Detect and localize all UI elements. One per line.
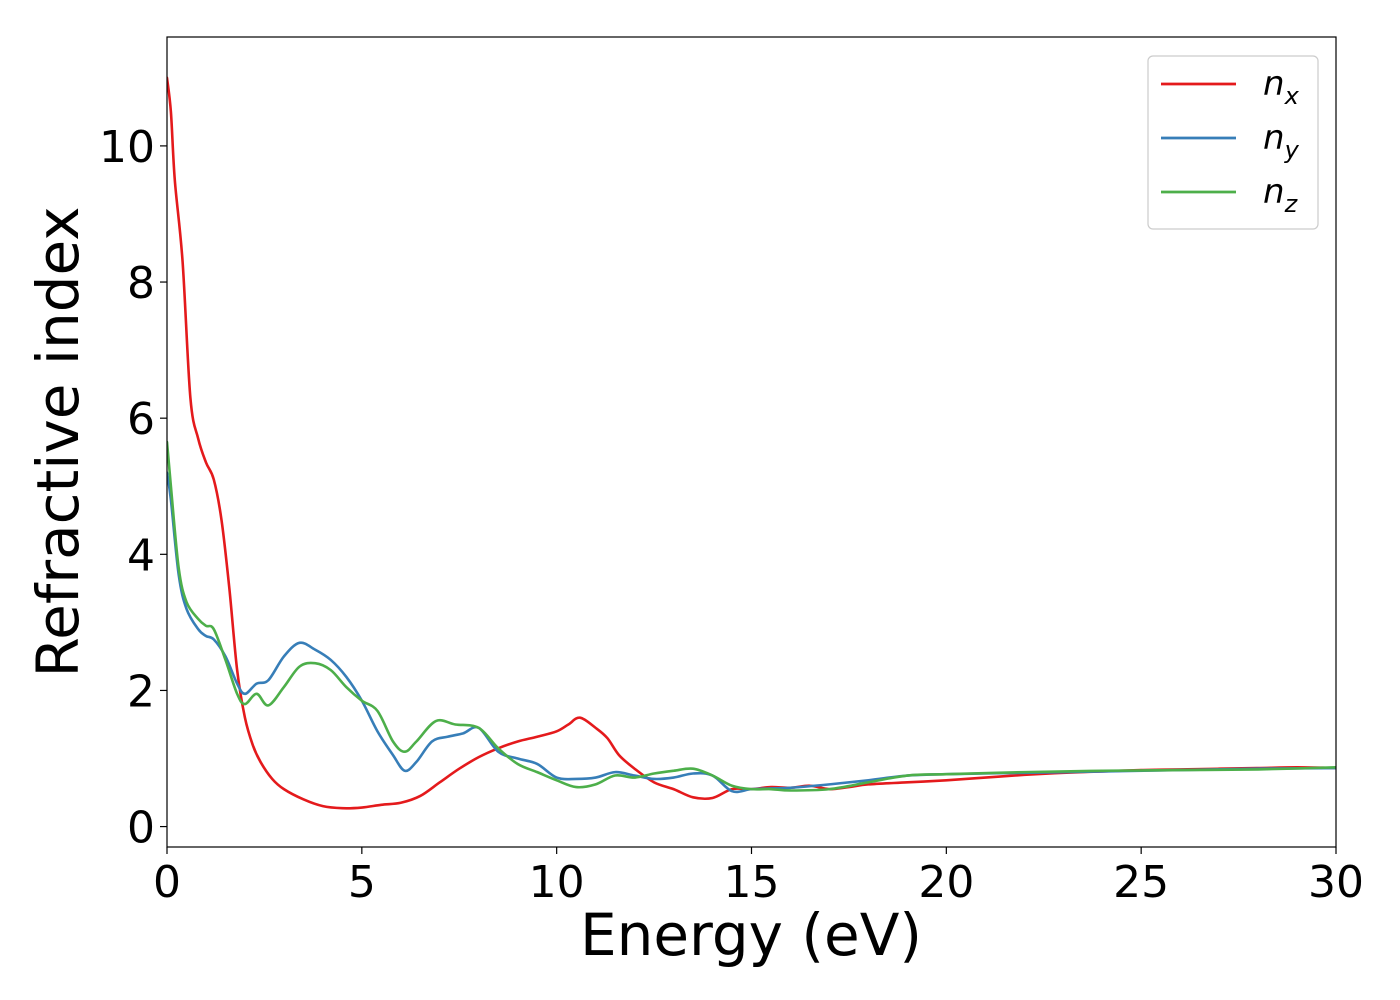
series-line-nx	[167, 76, 1336, 810]
y-axis-title: Refractive index	[24, 206, 92, 677]
y-tick-label: 0	[127, 803, 155, 854]
y-tick-label: 4	[127, 530, 155, 581]
x-tick-label: 5	[348, 857, 376, 908]
y-tick-label: 2	[127, 666, 155, 717]
x-tick-label: 20	[918, 857, 974, 908]
y-tick-label: 10	[99, 122, 155, 173]
series-line-nz	[167, 440, 1336, 792]
x-tick-label: 25	[1113, 857, 1169, 908]
x-tick-label: 10	[529, 857, 585, 908]
x-tick-label: 15	[724, 857, 780, 908]
x-tick-label: 30	[1308, 857, 1364, 908]
ticks-layer: 0 5 10 15 20 25 30 0 2 4 6 8 10	[99, 122, 1364, 908]
y-tick-label: 8	[127, 258, 155, 309]
y-tick-label: 6	[127, 394, 155, 445]
legend-box	[1147, 55, 1319, 230]
x-tick-label: 0	[153, 857, 181, 908]
series-layer	[167, 76, 1336, 810]
x-axis-title: Energy (eV)	[580, 901, 922, 969]
